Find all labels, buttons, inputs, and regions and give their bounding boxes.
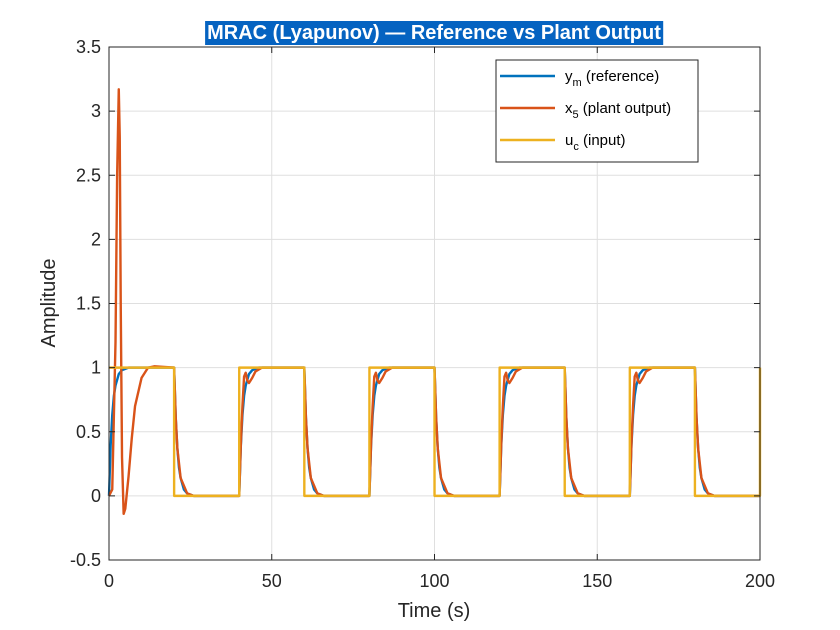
- tick-labels: 0 50 100 150 200-0.500.511.522.533.5: [70, 37, 775, 591]
- x-tick-label: 100: [419, 571, 449, 591]
- y-tick-label: 0: [91, 486, 101, 506]
- y-axis-label: Amplitude: [38, 259, 60, 348]
- y-tick-label: 2.5: [76, 165, 101, 185]
- series-line-2: [107, 88, 760, 516]
- y-tick-label: 1.5: [76, 294, 101, 314]
- x-axis-label: Time (s): [398, 600, 471, 622]
- chart-title-highlight: [205, 21, 664, 45]
- x-tick-label: 150: [582, 571, 612, 591]
- legend: ym (reference) x5 (plant output) uc (input…: [495, 59, 699, 163]
- y-tick-label: -0.5: [70, 550, 101, 570]
- y-tick-label: 3.5: [76, 37, 101, 57]
- axes: [108, 46, 761, 561]
- series-line-3: [107, 366, 762, 498]
- x-tick-label: 50: [262, 571, 282, 591]
- chart-title: MRAC (Lyapunov) — Reference vs Plant Out…: [207, 22, 661, 44]
- legend-label-2: x5 (plant output): [565, 100, 671, 121]
- series-layer: [107, 88, 762, 516]
- legend-label-1: ym (reference): [565, 68, 659, 89]
- grid: [109, 47, 760, 560]
- y-tick-label: 3: [91, 101, 101, 121]
- y-tick-label: 0.5: [76, 422, 101, 442]
- chart-title-group: MRAC (Lyapunov) — Reference vs Plant Out…: [205, 21, 664, 45]
- legend-label-3: uc (input): [565, 132, 626, 153]
- x-tick-label: 0: [104, 571, 114, 591]
- y-tick-label: 2: [91, 229, 101, 249]
- x-tick-label: 200: [745, 571, 775, 591]
- y-tick-label: 1: [91, 358, 101, 378]
